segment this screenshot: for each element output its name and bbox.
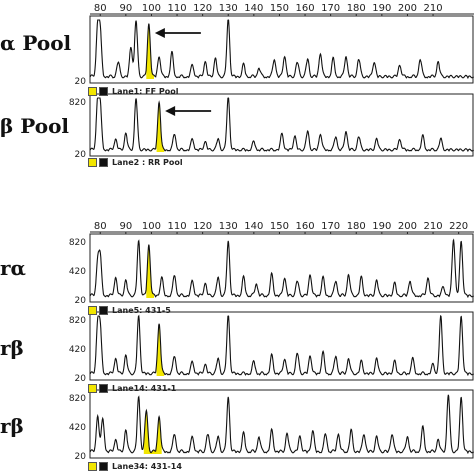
x-axis-bottom-tick-label: 150 [270, 221, 289, 232]
lane-caption-1: Lane1: FF Pool [88, 87, 178, 96]
x-axis-top-tick-label: 90 [119, 3, 132, 14]
panel-2-y-tick-label: 820 [69, 98, 86, 108]
x-axis-top-tick-label: 200 [398, 3, 417, 14]
x-axis-top-tick-label: 80 [94, 3, 107, 14]
x-axis-top-tick-label: 130 [219, 3, 238, 14]
row-label-r-beta-2: rβ [0, 414, 24, 438]
lane-caption-5: Lane34: 431-14 [88, 462, 182, 471]
x-axis-bottom-tick-label: 100 [142, 221, 161, 232]
x-axis-top-tick-label: 190 [372, 3, 391, 14]
lane-caption-3: Lane5: 431-5 [88, 306, 171, 315]
panel-3-y-tick-label: 820 [69, 238, 86, 248]
lane-caption-2: Lane2 : RR Pool [88, 158, 183, 167]
panel-4-y-tick-label: 820 [69, 316, 86, 326]
x-axis-bottom-tick-label: 190 [372, 221, 391, 232]
x-axis-bottom-tick-label: 140 [244, 221, 263, 232]
row-label-r-beta-1: rβ [0, 336, 24, 360]
x-axis-bottom-tick-label: 160 [295, 221, 314, 232]
panel-2-trace-line [89, 97, 474, 153]
panel-5-y-tick-label: 20 [75, 452, 87, 462]
panel-4-y-tick-label: 20 [75, 374, 87, 384]
x-axis-bottom-tick-label: 200 [398, 221, 417, 232]
panel-3-y-tick-label: 420 [69, 267, 86, 277]
lane-caption-4-text: Lane14: 431-1 [112, 384, 177, 393]
panel-1-trace-line [89, 19, 474, 80]
x-axis-top-tick-label: 150 [270, 3, 289, 14]
lane-caption-3-text: Lane5: 431-5 [112, 306, 171, 315]
lane-caption-4: Lane14: 431-1 [88, 384, 176, 393]
x-axis-top-tick-label: 140 [244, 3, 263, 14]
panel-2-arrow-head [165, 106, 176, 116]
x-axis-bottom-tick-label: 110 [167, 221, 186, 232]
panel-3-frame [89, 233, 474, 303]
x-axis-top-tick-label: 170 [321, 3, 340, 14]
x-axis-bottom-tick-label: 80 [94, 221, 107, 232]
panel-4-trace-line [89, 314, 474, 377]
panel-4-y-tick-label: 420 [69, 345, 86, 355]
row-label-alpha-pool: α Pool [0, 31, 72, 55]
x-axis-top-tick-label: 100 [142, 3, 161, 14]
panel-3-trace-line [89, 238, 474, 299]
x-axis-bottom-tick-label: 120 [193, 221, 212, 232]
row-label-r-alpha: rα [0, 256, 26, 280]
panel-4-frame [89, 311, 474, 381]
panel-5-y-tick-label: 820 [69, 394, 86, 404]
panel-1-frame [89, 15, 474, 84]
lane-caption-5-text: Lane34: 431-14 [112, 462, 182, 471]
x-axis-top-tick-label: 180 [347, 3, 366, 14]
x-axis-top-tick-label: 120 [193, 3, 212, 14]
x-axis-bottom-tick-label: 180 [347, 221, 366, 232]
panel-5-trace-line [89, 394, 474, 455]
row-label-beta-pool: β Pool [0, 114, 70, 138]
panel-1-y-tick-label: 20 [75, 77, 87, 87]
panel-2-y-tick-label: 20 [75, 150, 87, 160]
lane-caption-1-text: Lane1: FF Pool [112, 87, 179, 96]
x-axis-bottom-tick-label: 90 [119, 221, 132, 232]
panel-1-arrow-head [154, 28, 165, 38]
x-axis-bottom-tick-label: 220 [449, 221, 468, 232]
x-axis-bottom-tick-label: 210 [423, 221, 442, 232]
x-axis-top-tick-label: 210 [423, 3, 442, 14]
lane-caption-2-text: Lane2 : RR Pool [112, 158, 183, 167]
x-axis-bottom-tick-label: 130 [219, 221, 238, 232]
x-axis-bottom-tick-label: 170 [321, 221, 340, 232]
panel-2-frame [89, 93, 474, 157]
panel-5-y-tick-label: 420 [69, 423, 86, 433]
panel-3-y-tick-label: 20 [75, 296, 87, 306]
x-axis-top-tick-label: 160 [295, 3, 314, 14]
x-axis-top-tick-label: 110 [167, 3, 186, 14]
